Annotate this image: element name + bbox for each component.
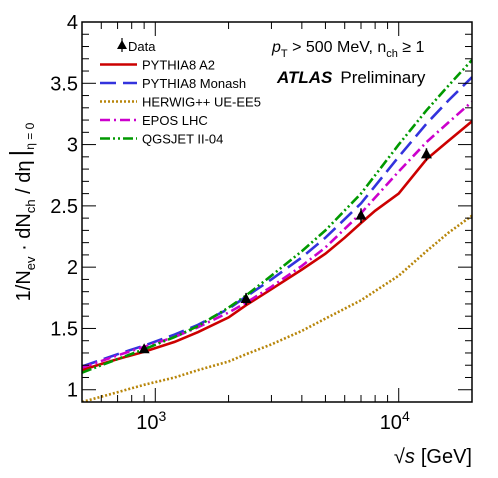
series-line-qgsjet-ii-04 (82, 59, 472, 374)
legend-label: QGSJET II-04 (142, 132, 223, 147)
plot-frame (81, 21, 473, 403)
series-line-pythia8-monash (82, 76, 472, 368)
legend-entry-data: Data (117, 38, 156, 54)
y-tick-label: 3 (67, 135, 78, 157)
legend-entry-herwig-ue-ee5: HERWIG++ UE-EE5 (100, 95, 261, 110)
legend-entry-epos-lhc: EPOS LHC (100, 113, 208, 128)
legend-label: HERWIG++ UE-EE5 (142, 95, 261, 110)
series-line-epos-lhc (82, 100, 472, 369)
legend-entry-pythia8-a2: PYTHIA8 A2 (100, 58, 215, 73)
cut-annotation: pT > 500 MeV, nch ≥ 1 (271, 39, 425, 60)
y-tick-label: 2.5 (50, 196, 78, 218)
ticks-layer (81, 21, 473, 402)
data-point (420, 148, 432, 159)
x-tick-label: 104 (380, 408, 410, 434)
atlas-label: ATLAS Preliminary (276, 68, 426, 87)
legend-label: Data (128, 39, 156, 54)
y-tick-label: 1.5 (50, 318, 78, 340)
legend-entry-qgsjet-ii-04: QGSJET II-04 (100, 132, 223, 147)
y-axis-title: 1/Nev · dNch / dη|η = 0 (4, 122, 38, 301)
data-point (355, 209, 367, 220)
legend-entry-pythia8-monash: PYTHIA8 Monash (100, 76, 246, 91)
x-axis-title: √s [GeV] (394, 446, 472, 468)
legend: Data PYTHIA8 A2 PYTHIA8 Monash HERWIG++ UE-… (100, 38, 261, 147)
y-tick-label: 3.5 (50, 73, 78, 95)
legend-label: PYTHIA8 A2 (142, 58, 215, 73)
tick-labels-layer: 103 104 1 1.5 2 2.5 3 3.5 4 (50, 12, 410, 434)
data-point (138, 343, 150, 354)
data-points-layer (138, 148, 432, 354)
x-tick-label: 103 (136, 408, 166, 434)
y-tick-label: 1 (67, 380, 78, 402)
annotation: pT > 500 MeV, nch ≥ 1 ATLAS Preliminary (271, 39, 426, 87)
legend-label: EPOS LHC (142, 113, 208, 128)
data-point (240, 293, 252, 304)
y-tick-label: 4 (67, 12, 78, 34)
legend-label: PYTHIA8 Monash (142, 76, 246, 91)
y-tick-label: 2 (67, 257, 78, 279)
